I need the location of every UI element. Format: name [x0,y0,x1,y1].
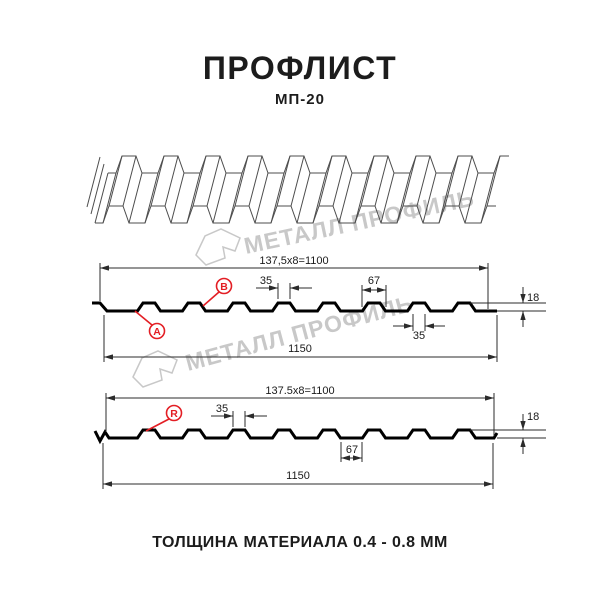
profile-model: МП-20 [275,91,325,108]
profile-1-outline [92,301,497,313]
point-marker-a [148,322,166,340]
dim-rib-top: 35 [260,275,272,287]
dim-module-width: 137.5x8=1100 [265,385,334,397]
point-label-r: R [170,408,178,420]
dim-rib-top: 35 [216,403,228,415]
point-label-b: B [220,281,228,293]
leader-line-a [134,310,153,326]
cross-section-reverse: 137.5x8=1100 35 67 18 1150 [93,385,546,489]
sheet-3d-near-edge [95,205,496,224]
metall-profil-logo [195,228,241,266]
dim-rib-underside: 35 [413,330,425,342]
leader-line-b [202,291,220,307]
watermark-top: МЕТАЛЛ ПРОФИЛЬ [195,185,477,266]
dim-valley-width: 67 [346,444,358,456]
dim-overall-width: 1150 [288,343,312,355]
sheet-3d-sketch [86,155,509,224]
point-marker-b [215,277,233,295]
metall-profil-logo [132,350,178,388]
material-thickness-note: ТОЛЩИНА МАТЕРИАЛА 0.4 - 0.8 ММ [152,534,448,551]
dim-overall-width: 1150 [286,470,310,482]
sheet-3d-rib-lines [102,155,501,224]
sheet-3d-far-edge [108,155,509,174]
point-label-a: A [153,326,161,338]
profile-2-outline [93,428,499,445]
dim-module-width: 137,5x8=1100 [259,255,328,267]
sheet-3d-cut-edge [86,156,109,224]
watermark-label: МЕТАЛЛ ПРОФИЛЬ [242,185,477,259]
leader-line-r [145,418,170,432]
dim-height: 18 [527,411,539,423]
dim-height: 18 [527,292,539,304]
point-marker-r [165,404,183,422]
page-title: ПРОФЛИСТ [202,50,398,86]
cross-section-front: 137,5x8=1100 35 67 18 35 [92,255,546,362]
dim-rib-base: 67 [368,275,380,287]
